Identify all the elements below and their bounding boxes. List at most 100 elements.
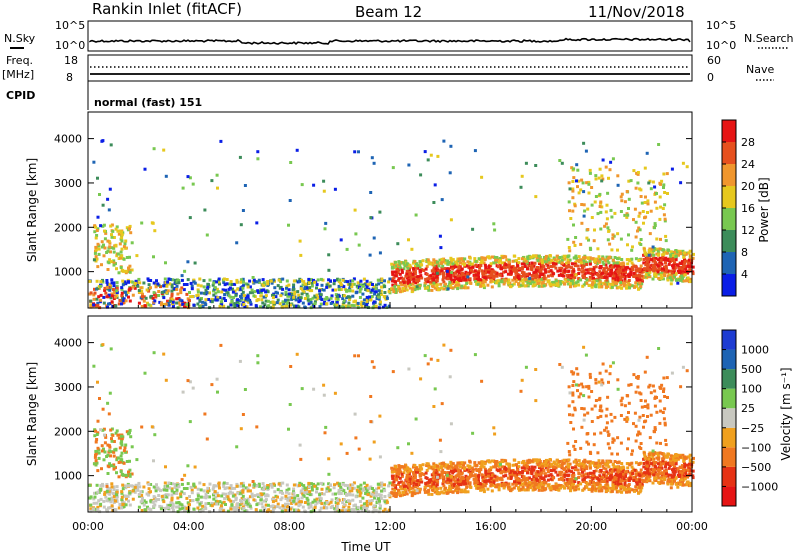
velocity-echo bbox=[128, 460, 131, 463]
power-echo bbox=[94, 292, 97, 295]
power-echo bbox=[534, 195, 537, 198]
power-echo bbox=[216, 174, 219, 177]
velocity-echo bbox=[230, 487, 233, 490]
power-ytick-label: 3000 bbox=[54, 177, 82, 190]
velocity-echo bbox=[100, 498, 103, 501]
power-echo bbox=[322, 180, 325, 183]
velocity-echo bbox=[104, 496, 107, 499]
power-echo bbox=[547, 275, 550, 278]
power-echo bbox=[611, 286, 614, 289]
velocity-echo bbox=[362, 489, 365, 492]
power-echo bbox=[202, 305, 205, 308]
velocity-echo bbox=[165, 507, 168, 510]
power-echo bbox=[218, 278, 221, 281]
velocity-echo bbox=[367, 493, 370, 496]
velocity-echo bbox=[115, 471, 118, 474]
velocity-echo bbox=[359, 494, 362, 497]
power-echo bbox=[392, 166, 395, 169]
power-echo bbox=[369, 299, 372, 302]
power-echo bbox=[615, 282, 618, 285]
power-echo bbox=[568, 246, 571, 249]
velocity-echo bbox=[336, 499, 339, 502]
power-echo bbox=[137, 278, 140, 281]
velocity-echo bbox=[95, 441, 98, 444]
power-echo bbox=[252, 294, 255, 297]
velocity-echo bbox=[129, 504, 132, 507]
power-echo bbox=[255, 221, 258, 224]
power-echo bbox=[563, 255, 566, 258]
power-colorbar-swatch bbox=[722, 164, 736, 186]
power-echo bbox=[605, 285, 608, 288]
power-echo bbox=[285, 287, 288, 290]
power-echo bbox=[121, 240, 124, 243]
velocity-echo bbox=[321, 488, 324, 491]
power-echo bbox=[354, 232, 357, 235]
power-echo bbox=[569, 282, 572, 285]
power-echo bbox=[484, 258, 487, 261]
power-echo bbox=[554, 258, 557, 261]
power-echo bbox=[315, 287, 318, 290]
power-echo bbox=[643, 250, 646, 253]
power-echo bbox=[296, 290, 299, 293]
velocity-echo bbox=[449, 488, 452, 491]
power-echo bbox=[613, 212, 616, 215]
power-echo bbox=[596, 279, 599, 282]
power-echo bbox=[369, 254, 372, 257]
power-echo bbox=[94, 246, 97, 249]
power-echo bbox=[115, 267, 118, 270]
power-echo bbox=[568, 249, 571, 252]
power-echo bbox=[95, 249, 98, 252]
power-echo bbox=[375, 305, 378, 308]
power-echo bbox=[244, 184, 247, 187]
power-echo bbox=[583, 215, 586, 218]
velocity-echo bbox=[242, 507, 245, 510]
velocity-echo bbox=[113, 455, 116, 458]
power-echo bbox=[497, 265, 500, 268]
power-echo bbox=[354, 209, 357, 212]
velocity-echo bbox=[93, 502, 96, 505]
power-echo bbox=[369, 216, 372, 219]
velocity-echo bbox=[156, 486, 159, 489]
power-echo bbox=[550, 259, 553, 262]
power-echo bbox=[402, 261, 405, 264]
power-echo bbox=[187, 175, 190, 178]
velocity-echo bbox=[512, 464, 515, 467]
velocity-echo bbox=[111, 498, 114, 501]
power-echo bbox=[373, 237, 376, 240]
power-echo bbox=[242, 209, 245, 212]
power-echo bbox=[255, 304, 258, 307]
power-echo bbox=[153, 299, 156, 302]
power-echo bbox=[574, 236, 577, 239]
velocity-echo bbox=[203, 489, 206, 492]
power-echo bbox=[99, 285, 102, 288]
power-echo bbox=[284, 305, 287, 308]
power-echo bbox=[637, 259, 640, 262]
power-echo bbox=[99, 299, 102, 302]
velocity-echo bbox=[262, 482, 265, 485]
power-echo bbox=[663, 213, 666, 216]
power-echo bbox=[155, 279, 158, 282]
power-echo bbox=[659, 247, 662, 250]
power-echo bbox=[478, 267, 481, 270]
power-echo bbox=[415, 279, 418, 282]
power-echo bbox=[642, 210, 645, 213]
power-echo bbox=[450, 218, 453, 221]
power-echo bbox=[543, 277, 546, 280]
power-echo bbox=[479, 278, 482, 281]
power-echo bbox=[307, 299, 310, 302]
power-echo bbox=[260, 298, 263, 301]
power-echo bbox=[558, 274, 561, 277]
power-echo bbox=[580, 261, 583, 264]
power-echo bbox=[571, 180, 574, 183]
power-echo bbox=[641, 202, 644, 205]
power-echo bbox=[323, 190, 326, 193]
power-echo bbox=[663, 191, 666, 194]
velocity-echo bbox=[247, 503, 250, 506]
power-colorbar-swatch bbox=[722, 274, 736, 296]
nsky-trace bbox=[90, 39, 690, 44]
power-echo bbox=[469, 257, 472, 260]
power-echo bbox=[599, 205, 602, 208]
power-echo bbox=[534, 164, 537, 167]
power-echo bbox=[660, 180, 663, 183]
